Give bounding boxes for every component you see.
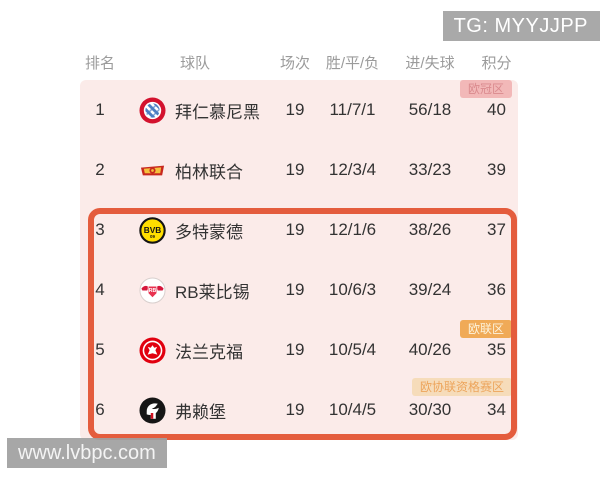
points-cell: 36 <box>487 280 506 299</box>
team-name: 拜仁慕尼黑 <box>175 102 260 122</box>
played-cell: 19 <box>285 400 305 419</box>
goals-cell: 56/18 <box>408 100 452 119</box>
col-header-wdl: 胜/平/负 <box>325 54 380 72</box>
table-header: 排名 球队 场次 胜/平/负 进/失球 积分 <box>80 44 518 80</box>
union-berlin-logo-icon <box>140 165 165 175</box>
tg-contact-overlay: TG: MYYJJPP <box>442 11 600 41</box>
goals-cell: 33/23 <box>408 160 452 179</box>
table-row[interactable]: 3 BVB 09 多特蒙德 19 12/1/6 38/26 37 <box>80 200 518 260</box>
wdl-cell: 10/4/5 <box>328 400 377 419</box>
table-row[interactable]: 欧冠区 1 拜仁慕尼黑 19 1 <box>80 80 518 140</box>
goals-cell: 38/26 <box>408 220 452 239</box>
goals-cell: 30/30 <box>408 400 452 419</box>
team-name: RB莱比锡 <box>175 282 250 302</box>
wdl-cell: 12/1/6 <box>328 220 377 239</box>
league-table: 排名 球队 场次 胜/平/负 进/失球 积分 欧冠区 1 <box>80 44 518 440</box>
played-cell: 19 <box>285 100 305 119</box>
team-name: 弗赖堡 <box>175 402 226 422</box>
rb-leipzig-logo-icon: RB <box>139 276 166 304</box>
table-row[interactable]: 2 柏林联合 19 12/3/4 33/23 39 <box>80 140 518 200</box>
team-name: 柏林联合 <box>175 162 243 182</box>
goals-cell: 39/24 <box>408 280 452 299</box>
wdl-cell: 12/3/4 <box>328 160 377 179</box>
site-watermark: www.lvbpc.com <box>7 438 167 468</box>
team-name: 法兰克福 <box>175 342 243 362</box>
conference-league-zone-badge: 欧协联资格赛区 <box>411 378 512 396</box>
svg-text:BVB: BVB <box>144 224 162 234</box>
svg-text:09: 09 <box>150 234 155 239</box>
europa-league-zone-badge: 欧联区 <box>459 320 512 338</box>
rank-cell: 1 <box>95 100 105 119</box>
bayern-munich-logo-icon <box>139 96 166 124</box>
freiburg-logo-icon <box>139 396 166 424</box>
table-body: 欧冠区 1 拜仁慕尼黑 19 1 <box>80 80 518 440</box>
team-name: 多特蒙德 <box>175 222 243 242</box>
col-header-goals: 进/失球 <box>405 54 455 72</box>
svg-text:RB: RB <box>149 287 157 293</box>
table-row[interactable]: 欧协联资格赛区 6 弗赖堡 19 10/4/5 30/30 34 <box>80 378 518 440</box>
played-cell: 19 <box>285 220 305 239</box>
points-cell: 40 <box>487 100 506 119</box>
col-header-played: 场次 <box>279 54 310 72</box>
played-cell: 19 <box>285 340 305 359</box>
rank-cell: 2 <box>95 160 105 179</box>
rank-cell: 3 <box>95 220 105 239</box>
goals-cell: 40/26 <box>408 340 452 359</box>
played-cell: 19 <box>285 160 305 179</box>
frankfurt-logo-icon <box>139 336 166 364</box>
champions-league-zone-badge: 欧冠区 <box>459 80 512 98</box>
wdl-cell: 11/7/1 <box>329 100 376 119</box>
points-cell: 37 <box>487 220 506 239</box>
rank-cell: 6 <box>95 400 105 419</box>
col-header-team: 球队 <box>179 54 210 72</box>
table-row[interactable]: 4 RB RB莱比锡 19 10/6/3 39/24 36 <box>80 260 518 320</box>
col-header-points: 积分 <box>481 54 512 72</box>
played-cell: 19 <box>285 280 305 299</box>
points-cell: 39 <box>487 160 506 179</box>
col-header-rank: 排名 <box>84 54 115 72</box>
wdl-cell: 10/5/4 <box>328 340 377 359</box>
points-cell: 34 <box>487 400 506 419</box>
dortmund-logo-icon: BVB 09 <box>139 216 166 244</box>
rank-cell: 5 <box>95 340 105 359</box>
wdl-cell: 10/6/3 <box>328 280 377 299</box>
rank-cell: 4 <box>95 280 105 299</box>
table-row[interactable]: 欧联区 5 法兰克福 19 10/5/4 40/26 35 <box>80 320 518 380</box>
points-cell: 35 <box>487 340 506 359</box>
